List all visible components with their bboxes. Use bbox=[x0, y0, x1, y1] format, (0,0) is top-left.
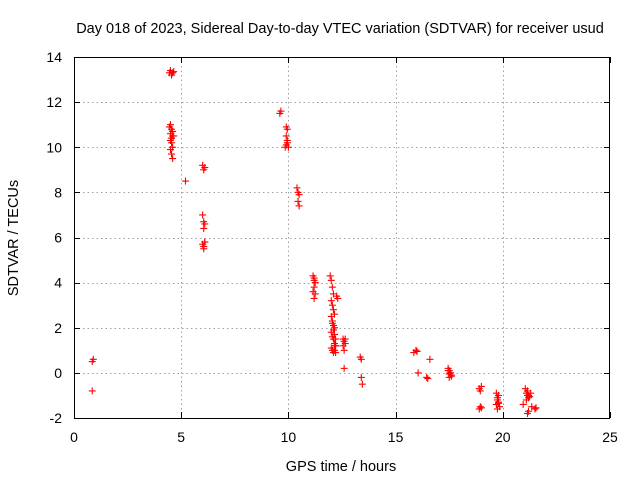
y-axis-label: SDTVAR / TECUs bbox=[6, 180, 22, 296]
data-point bbox=[332, 342, 340, 350]
y-tick-label: -2 bbox=[50, 410, 63, 426]
x-tick-label: 5 bbox=[177, 429, 185, 445]
data-point bbox=[200, 245, 208, 253]
data-point bbox=[293, 184, 301, 192]
data-point bbox=[532, 404, 540, 412]
y-tick-label: 2 bbox=[54, 320, 62, 336]
data-point bbox=[277, 107, 285, 115]
data-point bbox=[412, 346, 420, 354]
data-point bbox=[526, 393, 534, 401]
data-point bbox=[311, 279, 319, 287]
data-point bbox=[328, 283, 336, 291]
data-point bbox=[329, 306, 337, 314]
y-tick-label: 10 bbox=[46, 139, 62, 155]
data-point bbox=[89, 355, 97, 363]
data-point bbox=[311, 290, 319, 298]
data-point bbox=[282, 123, 290, 131]
data-point bbox=[495, 399, 503, 407]
chart-title: Day 018 of 2023, Sidereal Day-to-day VTE… bbox=[76, 21, 604, 37]
data-point bbox=[357, 355, 365, 363]
data-point bbox=[332, 335, 340, 343]
data-point bbox=[295, 191, 303, 199]
data-point bbox=[326, 272, 334, 280]
y-tick-label: 12 bbox=[46, 94, 62, 110]
data-point bbox=[357, 373, 365, 381]
data-point bbox=[181, 177, 189, 185]
data-point bbox=[199, 211, 207, 219]
data-point bbox=[477, 404, 485, 412]
data-point bbox=[166, 121, 174, 129]
data-point bbox=[310, 294, 318, 302]
data-points bbox=[88, 67, 540, 417]
data-point bbox=[424, 375, 432, 383]
data-point bbox=[445, 370, 453, 378]
data-point bbox=[476, 387, 484, 395]
x-tick-label: 10 bbox=[281, 429, 297, 445]
data-point bbox=[531, 405, 539, 413]
y-tick-label: 14 bbox=[46, 49, 62, 65]
data-point bbox=[169, 69, 177, 77]
data-point bbox=[522, 396, 530, 404]
data-point bbox=[284, 143, 292, 151]
y-tick-label: 8 bbox=[54, 184, 62, 200]
data-point bbox=[519, 400, 527, 408]
data-point bbox=[495, 391, 503, 399]
data-point bbox=[310, 283, 318, 291]
data-point bbox=[294, 197, 302, 205]
data-point bbox=[340, 346, 348, 354]
data-point bbox=[477, 382, 485, 390]
data-point bbox=[170, 68, 178, 76]
data-point bbox=[339, 342, 347, 350]
data-point bbox=[341, 335, 349, 343]
data-point bbox=[329, 326, 337, 334]
data-point bbox=[327, 312, 335, 320]
x-axis-label: GPS time / hours bbox=[286, 459, 396, 475]
y-tick-label: 6 bbox=[54, 230, 62, 246]
x-tick-label: 0 bbox=[70, 429, 78, 445]
data-point bbox=[327, 276, 335, 284]
data-point bbox=[282, 132, 290, 140]
grid bbox=[74, 57, 610, 418]
data-point bbox=[170, 132, 178, 140]
data-point bbox=[527, 389, 535, 397]
data-point bbox=[332, 349, 340, 357]
data-point bbox=[330, 331, 338, 339]
data-point bbox=[327, 297, 335, 305]
data-point bbox=[168, 150, 176, 158]
y-tick-label: 4 bbox=[54, 275, 62, 291]
data-point bbox=[423, 373, 431, 381]
data-point bbox=[426, 355, 434, 363]
y-tick-label: 0 bbox=[54, 365, 62, 381]
data-point bbox=[295, 202, 303, 210]
data-point bbox=[334, 294, 342, 302]
data-point bbox=[200, 224, 208, 232]
data-point bbox=[413, 347, 421, 355]
x-tick-label: 20 bbox=[495, 429, 511, 445]
data-point bbox=[358, 380, 366, 388]
x-tick-label: 25 bbox=[602, 429, 618, 445]
data-point bbox=[201, 238, 209, 246]
axis-ticks: 0 5 10 15 20 25 -2 0 2 4 6 8 10 12 14 bbox=[46, 49, 618, 445]
data-point bbox=[88, 387, 96, 395]
data-point bbox=[493, 405, 501, 413]
data-point bbox=[201, 220, 209, 228]
data-point bbox=[310, 274, 318, 282]
data-point bbox=[340, 364, 348, 372]
data-point bbox=[493, 396, 501, 404]
data-point bbox=[169, 155, 177, 163]
data-point bbox=[201, 164, 209, 172]
data-point bbox=[169, 127, 177, 135]
x-tick-label: 15 bbox=[388, 429, 404, 445]
data-point bbox=[328, 319, 336, 327]
data-point bbox=[444, 367, 452, 375]
data-point bbox=[414, 369, 422, 377]
data-point bbox=[166, 146, 174, 154]
data-point bbox=[525, 407, 533, 415]
data-point bbox=[283, 139, 291, 147]
data-point bbox=[328, 301, 336, 309]
